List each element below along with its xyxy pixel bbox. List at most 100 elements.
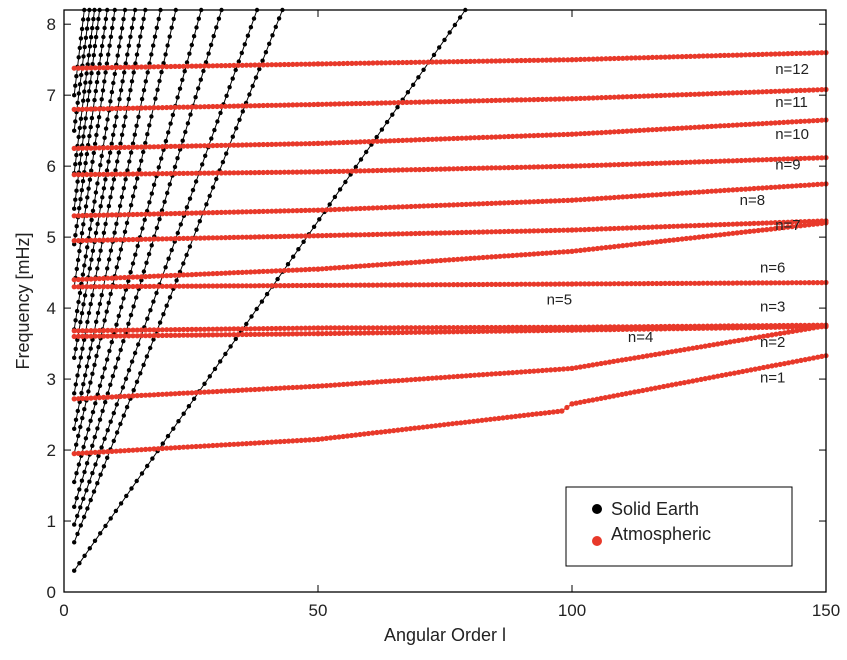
atmospheric-point [400, 260, 406, 266]
solid-earth-point [100, 195, 105, 200]
atmospheric-point [214, 442, 220, 448]
atmospheric-point [290, 282, 296, 289]
atmospheric-point [738, 52, 744, 58]
atmospheric-point [417, 59, 423, 65]
atmospheric-point [594, 281, 601, 287]
atmospheric-point [548, 198, 554, 204]
atmospheric-point [168, 445, 174, 451]
atmospheric-point [155, 105, 161, 111]
atmospheric-point [294, 61, 300, 67]
atmospheric-point [307, 384, 313, 390]
solid-earth-point [95, 310, 101, 316]
atmospheric-point [222, 332, 229, 338]
atmospheric-point [147, 171, 153, 177]
atmospheric-point [80, 395, 86, 402]
atmospheric-point [159, 144, 165, 150]
atmospheric-point [810, 322, 816, 328]
solid-earth-point [112, 71, 118, 77]
atmospheric-point [218, 332, 224, 338]
atmospheric-point [514, 133, 520, 139]
atmospheric-point [810, 50, 816, 56]
atmospheric-point [109, 284, 115, 290]
solid-earth-point [77, 206, 82, 211]
atmospheric-point [429, 166, 435, 172]
solid-earth-point [128, 88, 133, 93]
atmospheric-point [640, 354, 646, 360]
atmospheric-point [686, 379, 692, 385]
atmospheric-point [214, 388, 220, 395]
atmospheric-point [353, 60, 359, 66]
atmospheric-point [624, 161, 630, 167]
atmospheric-point [773, 331, 779, 337]
atmospheric-point [235, 103, 241, 109]
atmospheric-point [759, 157, 766, 163]
atmospheric-point [130, 333, 136, 339]
atmospheric-point [713, 232, 719, 238]
atmospheric-point [265, 62, 271, 68]
atmospheric-point [723, 340, 729, 346]
solid-earth-point [114, 265, 120, 270]
solid-earth-point [90, 25, 95, 31]
atmospheric-point [484, 58, 490, 64]
atmospheric-point [248, 62, 254, 68]
atmospheric-point [514, 228, 520, 234]
series-line [73, 9, 466, 571]
atmospheric-point [514, 281, 520, 287]
atmospheric-point [395, 325, 401, 331]
atmospheric-point [765, 333, 771, 339]
atmospheric-point [531, 251, 537, 257]
atmospheric-point [105, 106, 111, 112]
atmospheric-point [374, 429, 380, 436]
atmospheric-point [302, 207, 308, 213]
atmospheric-point [539, 367, 546, 374]
solid-earth-point [90, 208, 96, 213]
atmospheric-point [743, 221, 749, 227]
atmospheric-point [122, 237, 128, 243]
atmospheric-point [96, 395, 102, 401]
solid-earth-point [89, 217, 94, 223]
atmospheric-point [210, 210, 216, 216]
atmospheric-point [616, 55, 622, 62]
atmospheric-point [307, 61, 313, 67]
atmospheric-point [525, 412, 531, 418]
atmospheric-point [172, 170, 178, 177]
atmospheric-point [546, 409, 552, 416]
atmospheric-point [353, 139, 359, 145]
atmospheric-point [565, 57, 571, 63]
solid-earth-point [111, 132, 116, 137]
atmospheric-point [159, 327, 165, 333]
atmospheric-point [645, 224, 651, 230]
atmospheric-point [713, 222, 719, 228]
atmospheric-point [378, 60, 385, 66]
atmospheric-point [772, 120, 778, 126]
atmospheric-point [345, 325, 351, 331]
atmospheric-point [353, 282, 359, 288]
solid-earth-point [79, 478, 85, 483]
solid-earth-point [151, 182, 157, 187]
atmospheric-point [395, 378, 401, 384]
atmospheric-point [535, 324, 541, 330]
atmospheric-point [793, 50, 800, 57]
atmospheric-point [323, 169, 330, 175]
atmospheric-point [586, 130, 592, 136]
atmospheric-point [222, 326, 229, 332]
atmospheric-point [628, 128, 634, 134]
atmospheric-point [582, 324, 588, 330]
atmospheric-point [577, 227, 584, 233]
atmospheric-point [711, 342, 717, 348]
atmospheric-point [603, 94, 609, 101]
atmospheric-point [265, 102, 271, 108]
solid-earth-point [78, 355, 84, 360]
atmospheric-point [164, 445, 170, 451]
atmospheric-point [709, 323, 715, 329]
solid-earth-point [88, 80, 93, 85]
atmospheric-point [802, 219, 808, 225]
atmospheric-point [92, 395, 98, 401]
atmospheric-point [265, 283, 271, 289]
atmospheric-point [463, 165, 469, 172]
atmospheric-point [459, 135, 465, 141]
atmospheric-point [332, 140, 338, 146]
atmospheric-point [673, 381, 679, 387]
atmospheric-point [357, 205, 363, 212]
atmospheric-point [214, 142, 220, 149]
